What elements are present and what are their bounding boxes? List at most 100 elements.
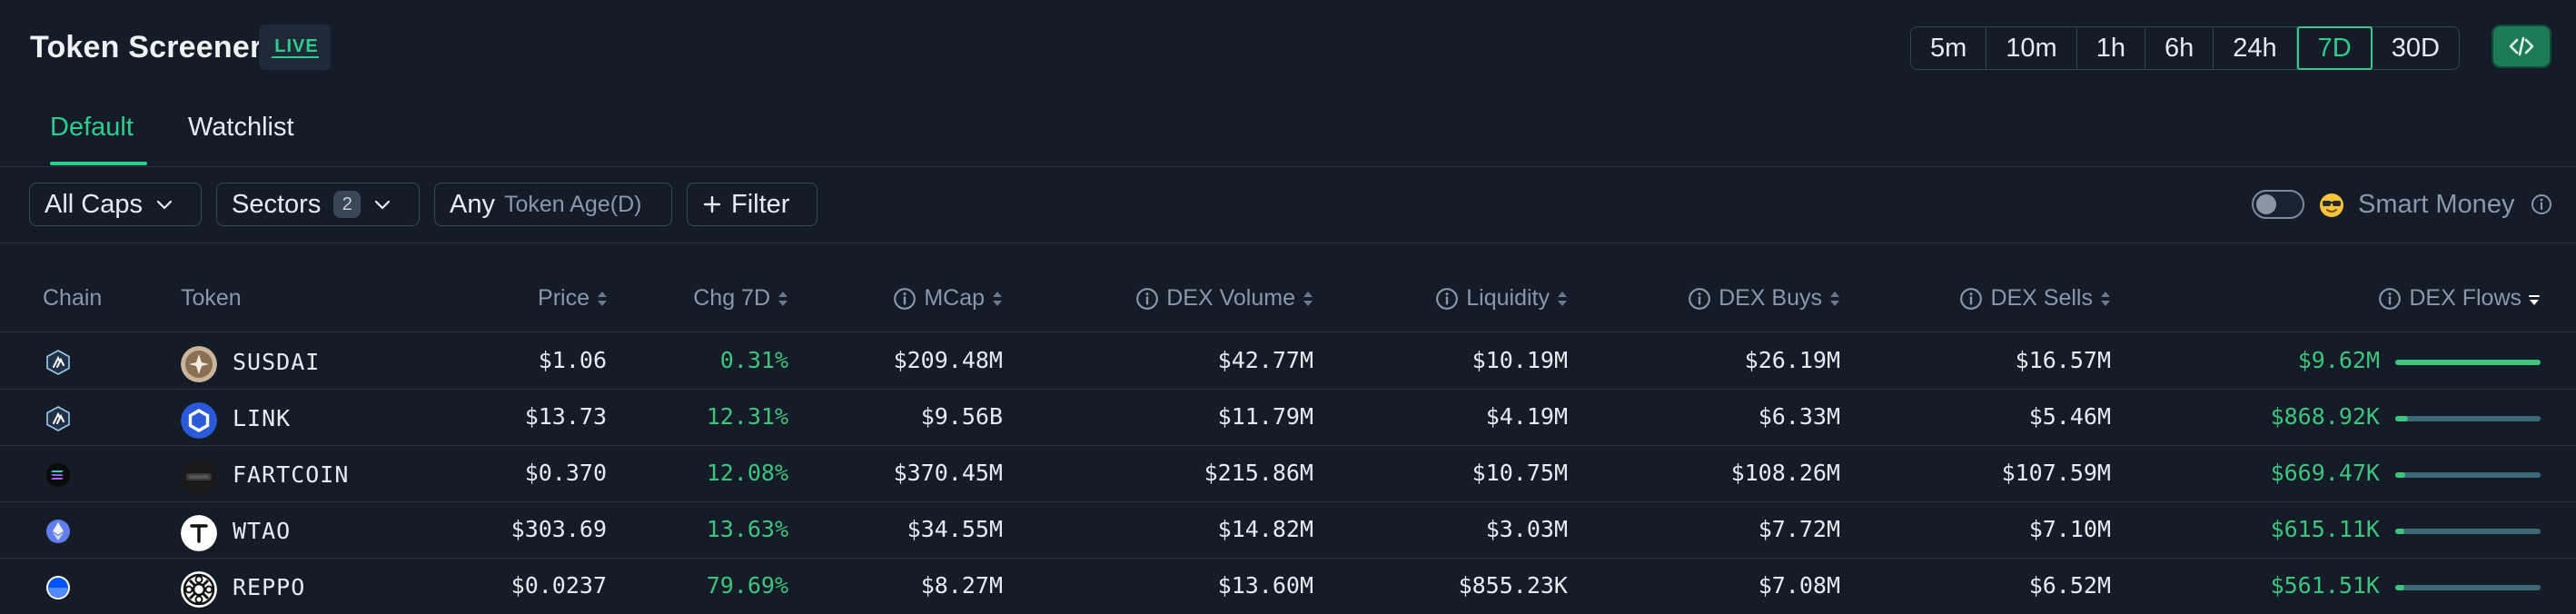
column-dex-sells-label: DEX Sells [1990, 285, 2093, 311]
cell-chg: 12.08% [706, 460, 788, 486]
caps-dropdown[interactable]: All Caps [29, 183, 202, 226]
info-icon[interactable] [2378, 287, 2402, 311]
token-age-input[interactable]: Any Token Age(D) [434, 183, 672, 226]
sort-icon [1558, 291, 1567, 306]
cell-volume: $42.77M [1217, 347, 1313, 373]
cell-flows: $561.51K [2270, 572, 2380, 599]
chevron-down-icon [375, 200, 391, 210]
table-row[interactable]: FARTCOIN $0.370 12.08% $370.45M $215.86M $10.… [0, 446, 2576, 502]
sectors-count-badge: 2 [333, 191, 362, 218]
column-dex-flows-label: DEX Flows [2409, 285, 2522, 311]
cell-chg: 79.69% [706, 572, 788, 599]
column-mcap[interactable]: MCap [893, 285, 1004, 312]
column-dex-buys-label: DEX Buys [1719, 285, 1822, 311]
column-price[interactable]: Price [538, 285, 609, 312]
table-row[interactable]: REPPO $0.0237 79.69% $8.27M $13.60M $855.23K $… [0, 559, 2576, 614]
info-icon[interactable] [1435, 287, 1459, 311]
cell-price: $1.06 [538, 347, 607, 373]
table-row[interactable]: SUSDAI $1.06 0.31% $209.48M $42.77M $10.19M $2… [0, 333, 2576, 390]
cell-flows: $615.11K [2270, 516, 2380, 542]
cell-sells: $7.10M [2028, 516, 2111, 542]
dex-flow-bar [2395, 585, 2541, 590]
dex-flow-bar [2395, 529, 2541, 534]
column-chg[interactable]: Chg 7D [693, 285, 789, 312]
column-price-label: Price [538, 285, 590, 311]
tab-watchlist[interactable]: Watchlist [188, 113, 294, 142]
dex-flow-bar-fill [2395, 472, 2406, 478]
column-chain: Chain [43, 285, 103, 311]
timeframe-6h[interactable]: 6h [2145, 27, 2214, 69]
info-icon[interactable] [893, 287, 916, 311]
filter-button-label: Filter [731, 189, 790, 219]
sort-icon [993, 291, 1002, 306]
token-logo-icon [181, 515, 217, 551]
timeframe-1h[interactable]: 1h [2077, 27, 2145, 69]
cell-price: $13.73 [524, 403, 607, 430]
column-liquidity-label: Liquidity [1466, 285, 1550, 311]
column-dex-buys[interactable]: DEX Buys [1688, 285, 1841, 312]
dex-flow-bar-fill [2395, 416, 2409, 421]
info-icon[interactable] [2531, 193, 2552, 215]
page-title: Token Screener [30, 30, 263, 64]
token-logo-icon [181, 571, 217, 608]
cell-buys: $108.26M [1730, 460, 1840, 486]
timeframe-5m[interactable]: 5m [1911, 27, 1987, 69]
tab-default[interactable]: Default [50, 113, 134, 142]
token-symbol[interactable]: LINK [233, 405, 292, 431]
dex-flow-bar [2395, 416, 2541, 421]
timeframe-selector: 5m 10m 1h 6h 24h 7D 30D [1910, 26, 2460, 70]
smart-money-toggle[interactable] [2252, 190, 2304, 219]
plus-icon [703, 195, 721, 213]
info-icon[interactable] [1959, 287, 1983, 311]
column-liquidity[interactable]: Liquidity [1435, 285, 1569, 312]
info-icon[interactable] [1135, 287, 1159, 311]
timeframe-10m[interactable]: 10m [1986, 27, 2077, 69]
table-row[interactable]: LINK $13.73 12.31% $9.56B $11.79M $4.19M $6.33… [0, 390, 2576, 446]
sort-icon [2101, 291, 2110, 306]
column-dex-volume[interactable]: DEX Volume [1135, 285, 1314, 312]
token-symbol[interactable]: SUSDAI [233, 349, 321, 375]
token-symbol[interactable]: WTAO [233, 518, 292, 544]
token-age-value: Any [450, 189, 495, 219]
dex-flow-bar-fill [2395, 585, 2404, 590]
active-tab-indicator [50, 162, 147, 165]
filter-bar: All Caps Sectors 2 Any Token Age(D) Filt… [0, 167, 2576, 243]
filter-button[interactable]: Filter [687, 183, 817, 226]
cell-liquidity: $3.03M [1485, 516, 1568, 542]
cell-mcap: $370.45M [893, 460, 1003, 486]
token-logo-icon [181, 402, 217, 439]
sort-icon [1830, 291, 1839, 306]
cell-buys: $6.33M [1758, 403, 1840, 430]
dex-flow-bar-fill [2395, 529, 2405, 534]
cell-price: $0.370 [524, 460, 607, 486]
cell-buys: $7.08M [1758, 572, 1840, 599]
cell-sells: $107.59M [2001, 460, 2111, 486]
sort-icon [598, 291, 607, 306]
embed-code-button[interactable] [2492, 25, 2551, 68]
solana-chain-icon [45, 462, 71, 488]
header: Token Screener LIVE 5m 10m 1h 6h 24h 7D … [0, 0, 2576, 94]
cell-liquidity: $4.19M [1485, 403, 1568, 430]
column-dex-sells[interactable]: DEX Sells [1959, 285, 2112, 312]
dex-flow-bar [2395, 360, 2541, 365]
token-symbol[interactable]: REPPO [233, 574, 306, 600]
smart-money-label: Smart Money [2358, 190, 2515, 219]
table-row[interactable]: WTAO $303.69 13.63% $34.55M $14.82M $3.03M $7.… [0, 502, 2576, 559]
timeframe-30d[interactable]: 30D [2391, 33, 2440, 63]
cell-flows: $669.47K [2270, 460, 2380, 486]
sectors-dropdown[interactable]: Sectors 2 [216, 183, 420, 226]
cell-price: $0.0237 [510, 572, 607, 599]
token-symbol[interactable]: FARTCOIN [233, 461, 350, 488]
table-header: Chain Token Price Chg 7D MCap DEX Volume… [0, 272, 2576, 332]
base-chain-icon [45, 575, 71, 600]
cell-mcap: $209.48M [893, 347, 1003, 373]
dex-flow-bar-fill [2395, 360, 2541, 365]
timeframe-7d[interactable]: 7D [2296, 26, 2373, 70]
arbitrum-chain-icon [45, 406, 71, 431]
ethereum-chain-icon [45, 519, 71, 544]
info-icon[interactable] [1688, 287, 1711, 311]
column-dex-flows[interactable]: DEX Flows [2378, 285, 2541, 312]
token-age-label: Token Age(D) [503, 191, 642, 217]
timeframe-24h[interactable]: 24h [2214, 27, 2297, 69]
code-icon [2509, 36, 2534, 56]
